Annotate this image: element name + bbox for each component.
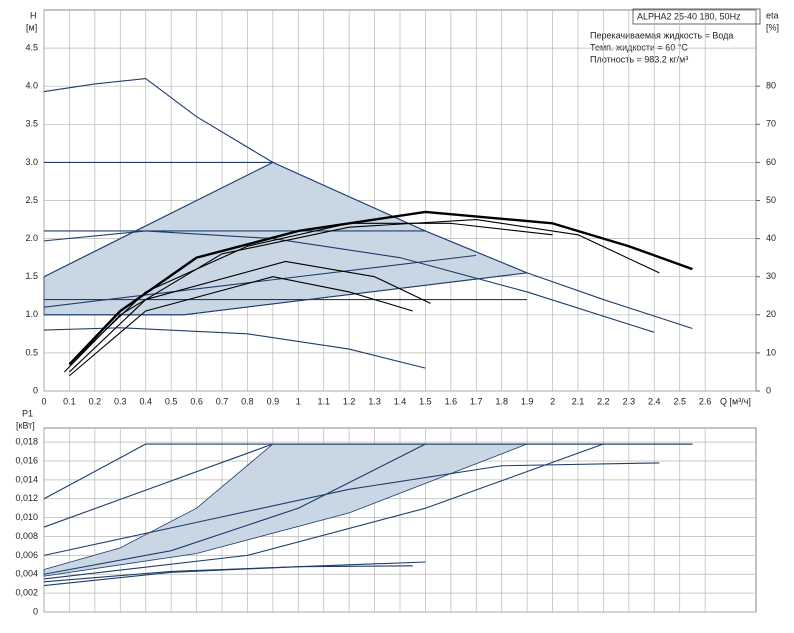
x-tick-label: 1.5	[419, 396, 432, 406]
y-tick-label: 4.0	[25, 81, 38, 91]
curve	[43, 161, 274, 278]
y2-tick-label: 80	[766, 81, 776, 91]
y-tick-label: 0,010	[15, 512, 38, 522]
y-axis-unit: [м]	[26, 22, 37, 32]
curve	[43, 327, 426, 369]
x-tick-label: 2.2	[597, 396, 610, 406]
annotation: Перекачиваемая жидкость = Вода	[590, 30, 733, 40]
curve	[43, 443, 426, 575]
y-tick-label: 3.5	[25, 119, 38, 129]
curve	[69, 276, 413, 377]
y2-tick-label: 60	[766, 157, 776, 167]
y-tick-label: 0	[33, 606, 38, 616]
y2-tick-label: 40	[766, 233, 776, 243]
x-tick-label: 0.7	[216, 396, 229, 406]
y-tick-label: 1.0	[25, 309, 38, 319]
y-tick-label: 1.5	[25, 271, 38, 281]
y-tick-label: 0,002	[15, 588, 38, 598]
y2-tick-label: 20	[766, 309, 776, 319]
y-tick-label: 0,008	[15, 531, 38, 541]
x-tick-label: 2.1	[572, 396, 585, 406]
curve	[69, 222, 553, 365]
box-title: ALPHA2 25-40 180, 50Hz	[637, 11, 741, 21]
y-tick-label: 0,018	[15, 437, 38, 447]
x-tick-label: 1.8	[495, 396, 508, 406]
y-tick-label: 0,006	[15, 550, 38, 560]
title-box	[632, 8, 761, 25]
x-tick-label: 0.3	[114, 396, 127, 406]
y-tick-label: 0	[33, 385, 38, 395]
y2-tick-label: 70	[766, 119, 776, 129]
y-tick-label: 3.0	[25, 157, 38, 167]
curve	[43, 462, 660, 556]
x-tick-label: 0.1	[63, 396, 76, 406]
y2-axis-label: eta	[766, 10, 779, 20]
y-tick-label: 2.0	[25, 233, 38, 243]
x-tick-label: 2.6	[699, 396, 712, 406]
x-tick-label: 1.9	[521, 396, 534, 406]
y2-tick-label: 0	[766, 385, 771, 395]
y-tick-label: 0,014	[15, 474, 38, 484]
x-tick-label: 1.6	[445, 396, 458, 406]
y-tick-label: 0.5	[25, 347, 38, 357]
y2-axis-unit: [%]	[766, 22, 779, 32]
curve	[68, 210, 693, 366]
annotation: Плотность = 983.2 кг/м³	[590, 54, 688, 64]
x-tick-label: 2.3	[623, 396, 636, 406]
x-tick-label: 1.7	[470, 396, 483, 406]
x-tick-label: 2.4	[648, 396, 661, 406]
y-tick-label: 0,004	[15, 569, 38, 579]
annotation: Темп. жидкости = 60 °C	[590, 42, 688, 52]
x-tick-label: 1.1	[317, 396, 330, 406]
y-tick-label: 0,016	[15, 455, 38, 465]
operating-area	[43, 443, 528, 577]
y-tick-label: 2.5	[25, 195, 38, 205]
y2-tick-label: 10	[766, 347, 776, 357]
curve	[43, 230, 655, 333]
x-tick-label: 0.8	[241, 396, 254, 406]
x-tick-label: 1.2	[343, 396, 356, 406]
y-tick-label: 4.5	[25, 42, 38, 52]
y2-tick-label: 30	[766, 271, 776, 281]
x-axis-label: Q [м³/ч]	[720, 396, 751, 406]
y-axis-label: P1	[22, 408, 33, 418]
curve	[43, 78, 693, 330]
y-tick-label: 0,012	[15, 493, 38, 503]
curve	[43, 254, 477, 308]
y-axis-unit: [кВт]	[16, 420, 35, 430]
x-tick-label: 0.6	[190, 396, 203, 406]
curve	[63, 219, 660, 373]
curve	[69, 260, 431, 373]
curve	[43, 443, 604, 580]
curve	[43, 443, 693, 528]
x-tick-label: 0.2	[89, 396, 102, 406]
x-tick-label: 2.5	[673, 396, 686, 406]
x-tick-label: 1	[296, 396, 301, 406]
curve	[44, 272, 528, 316]
y-axis-label: H	[30, 10, 37, 20]
x-tick-label: 0	[41, 396, 46, 406]
x-tick-label: 0.9	[267, 396, 280, 406]
x-tick-label: 2	[550, 396, 555, 406]
x-tick-label: 1.4	[394, 396, 407, 406]
x-tick-label: 1.3	[368, 396, 381, 406]
curve	[43, 565, 413, 583]
x-tick-label: 0.4	[139, 396, 152, 406]
x-tick-label: 0.5	[165, 396, 178, 406]
y2-tick-label: 50	[766, 195, 776, 205]
